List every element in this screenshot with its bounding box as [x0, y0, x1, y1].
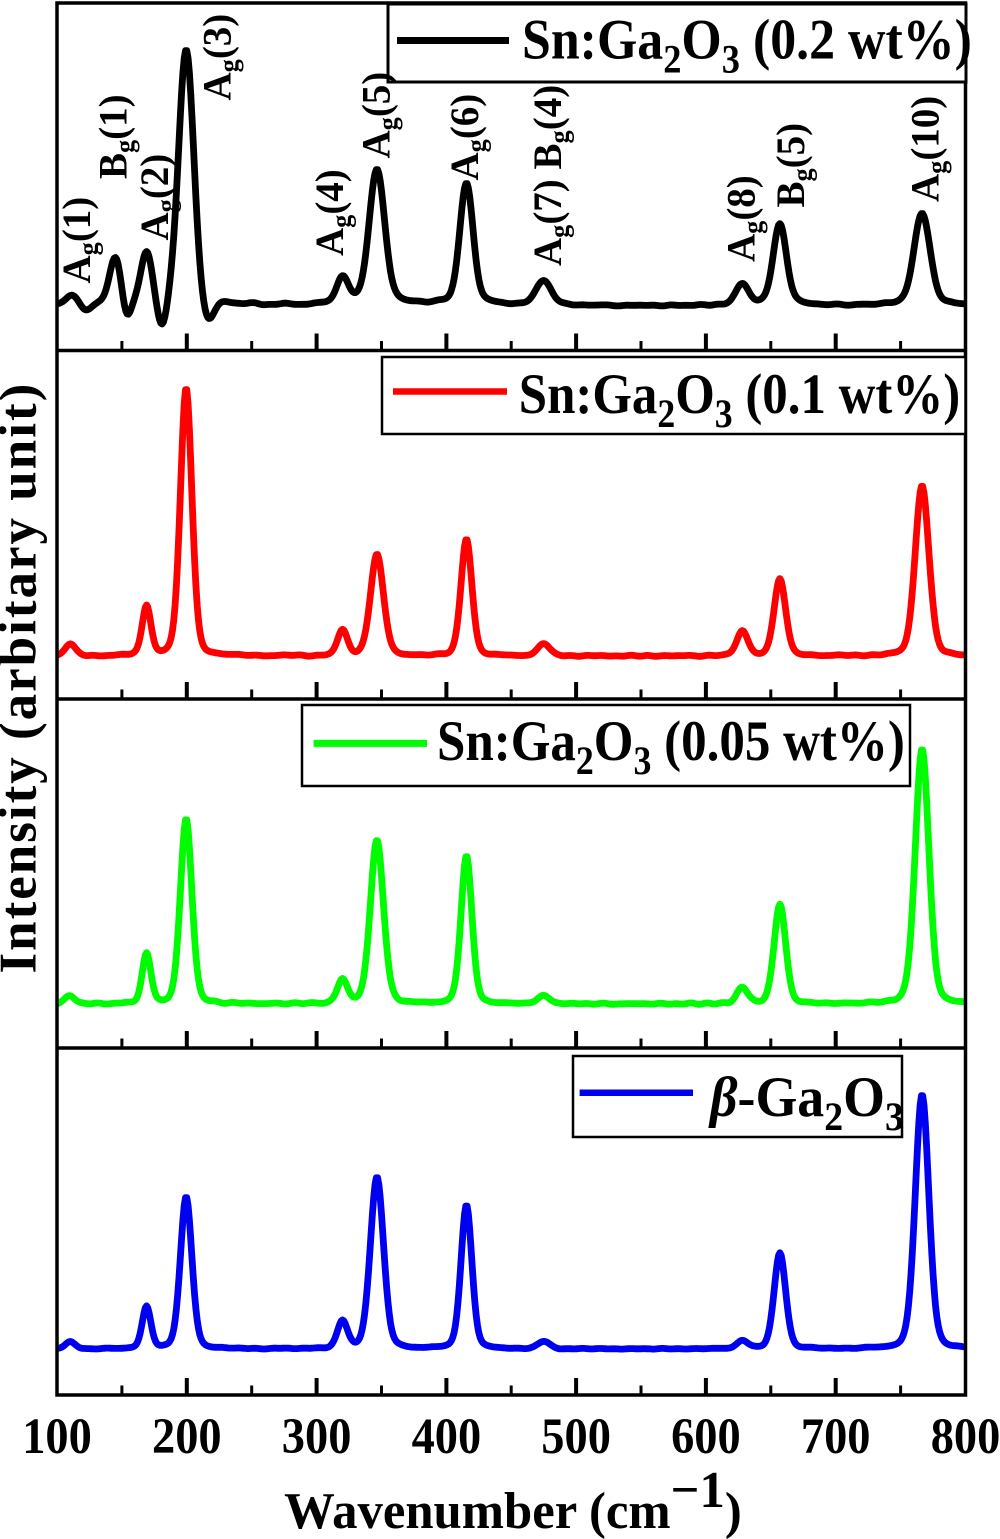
svg-text:Bg(5): Bg(5) [769, 123, 818, 208]
svg-text:Ag(10): Ag(10) [903, 96, 952, 202]
svg-text:β-Ga2O3: β-Ga2O3 [708, 1066, 904, 1140]
svg-text:500: 500 [541, 1408, 611, 1464]
svg-text:700: 700 [801, 1408, 871, 1464]
svg-text:Ag(7) Bg(4): Ag(7) Bg(4) [525, 85, 574, 266]
svg-text:Ag(2): Ag(2) [133, 154, 182, 241]
svg-text:100: 100 [22, 1408, 92, 1464]
svg-text:Sn:Ga2O3 (0.2 wt%): Sn:Ga2O3 (0.2 wt%) [522, 7, 972, 82]
svg-text:Intensity (arbitary unit): Intensity (arbitary unit) [0, 382, 48, 974]
svg-text:Bg(1): Bg(1) [91, 94, 140, 179]
svg-text:Sn:Ga2O3 (0.1 wt%): Sn:Ga2O3 (0.1 wt%) [519, 362, 960, 436]
svg-text:Ag(5): Ag(5) [354, 72, 403, 159]
svg-text:Ag(1): Ag(1) [55, 197, 104, 284]
svg-text:Sn:Ga2O3 (0.05 wt%): Sn:Ga2O3 (0.05 wt%) [437, 709, 905, 783]
svg-text:600: 600 [671, 1408, 741, 1464]
svg-text:400: 400 [412, 1408, 482, 1464]
svg-text:800: 800 [931, 1408, 1000, 1464]
svg-text:300: 300 [282, 1408, 352, 1464]
svg-text:Ag(4): Ag(4) [308, 169, 357, 256]
svg-text:Ag(3): Ag(3) [195, 14, 244, 101]
svg-text:Ag(8): Ag(8) [719, 175, 768, 262]
svg-text:Ag(6): Ag(6) [443, 94, 492, 181]
svg-text:200: 200 [152, 1408, 222, 1464]
